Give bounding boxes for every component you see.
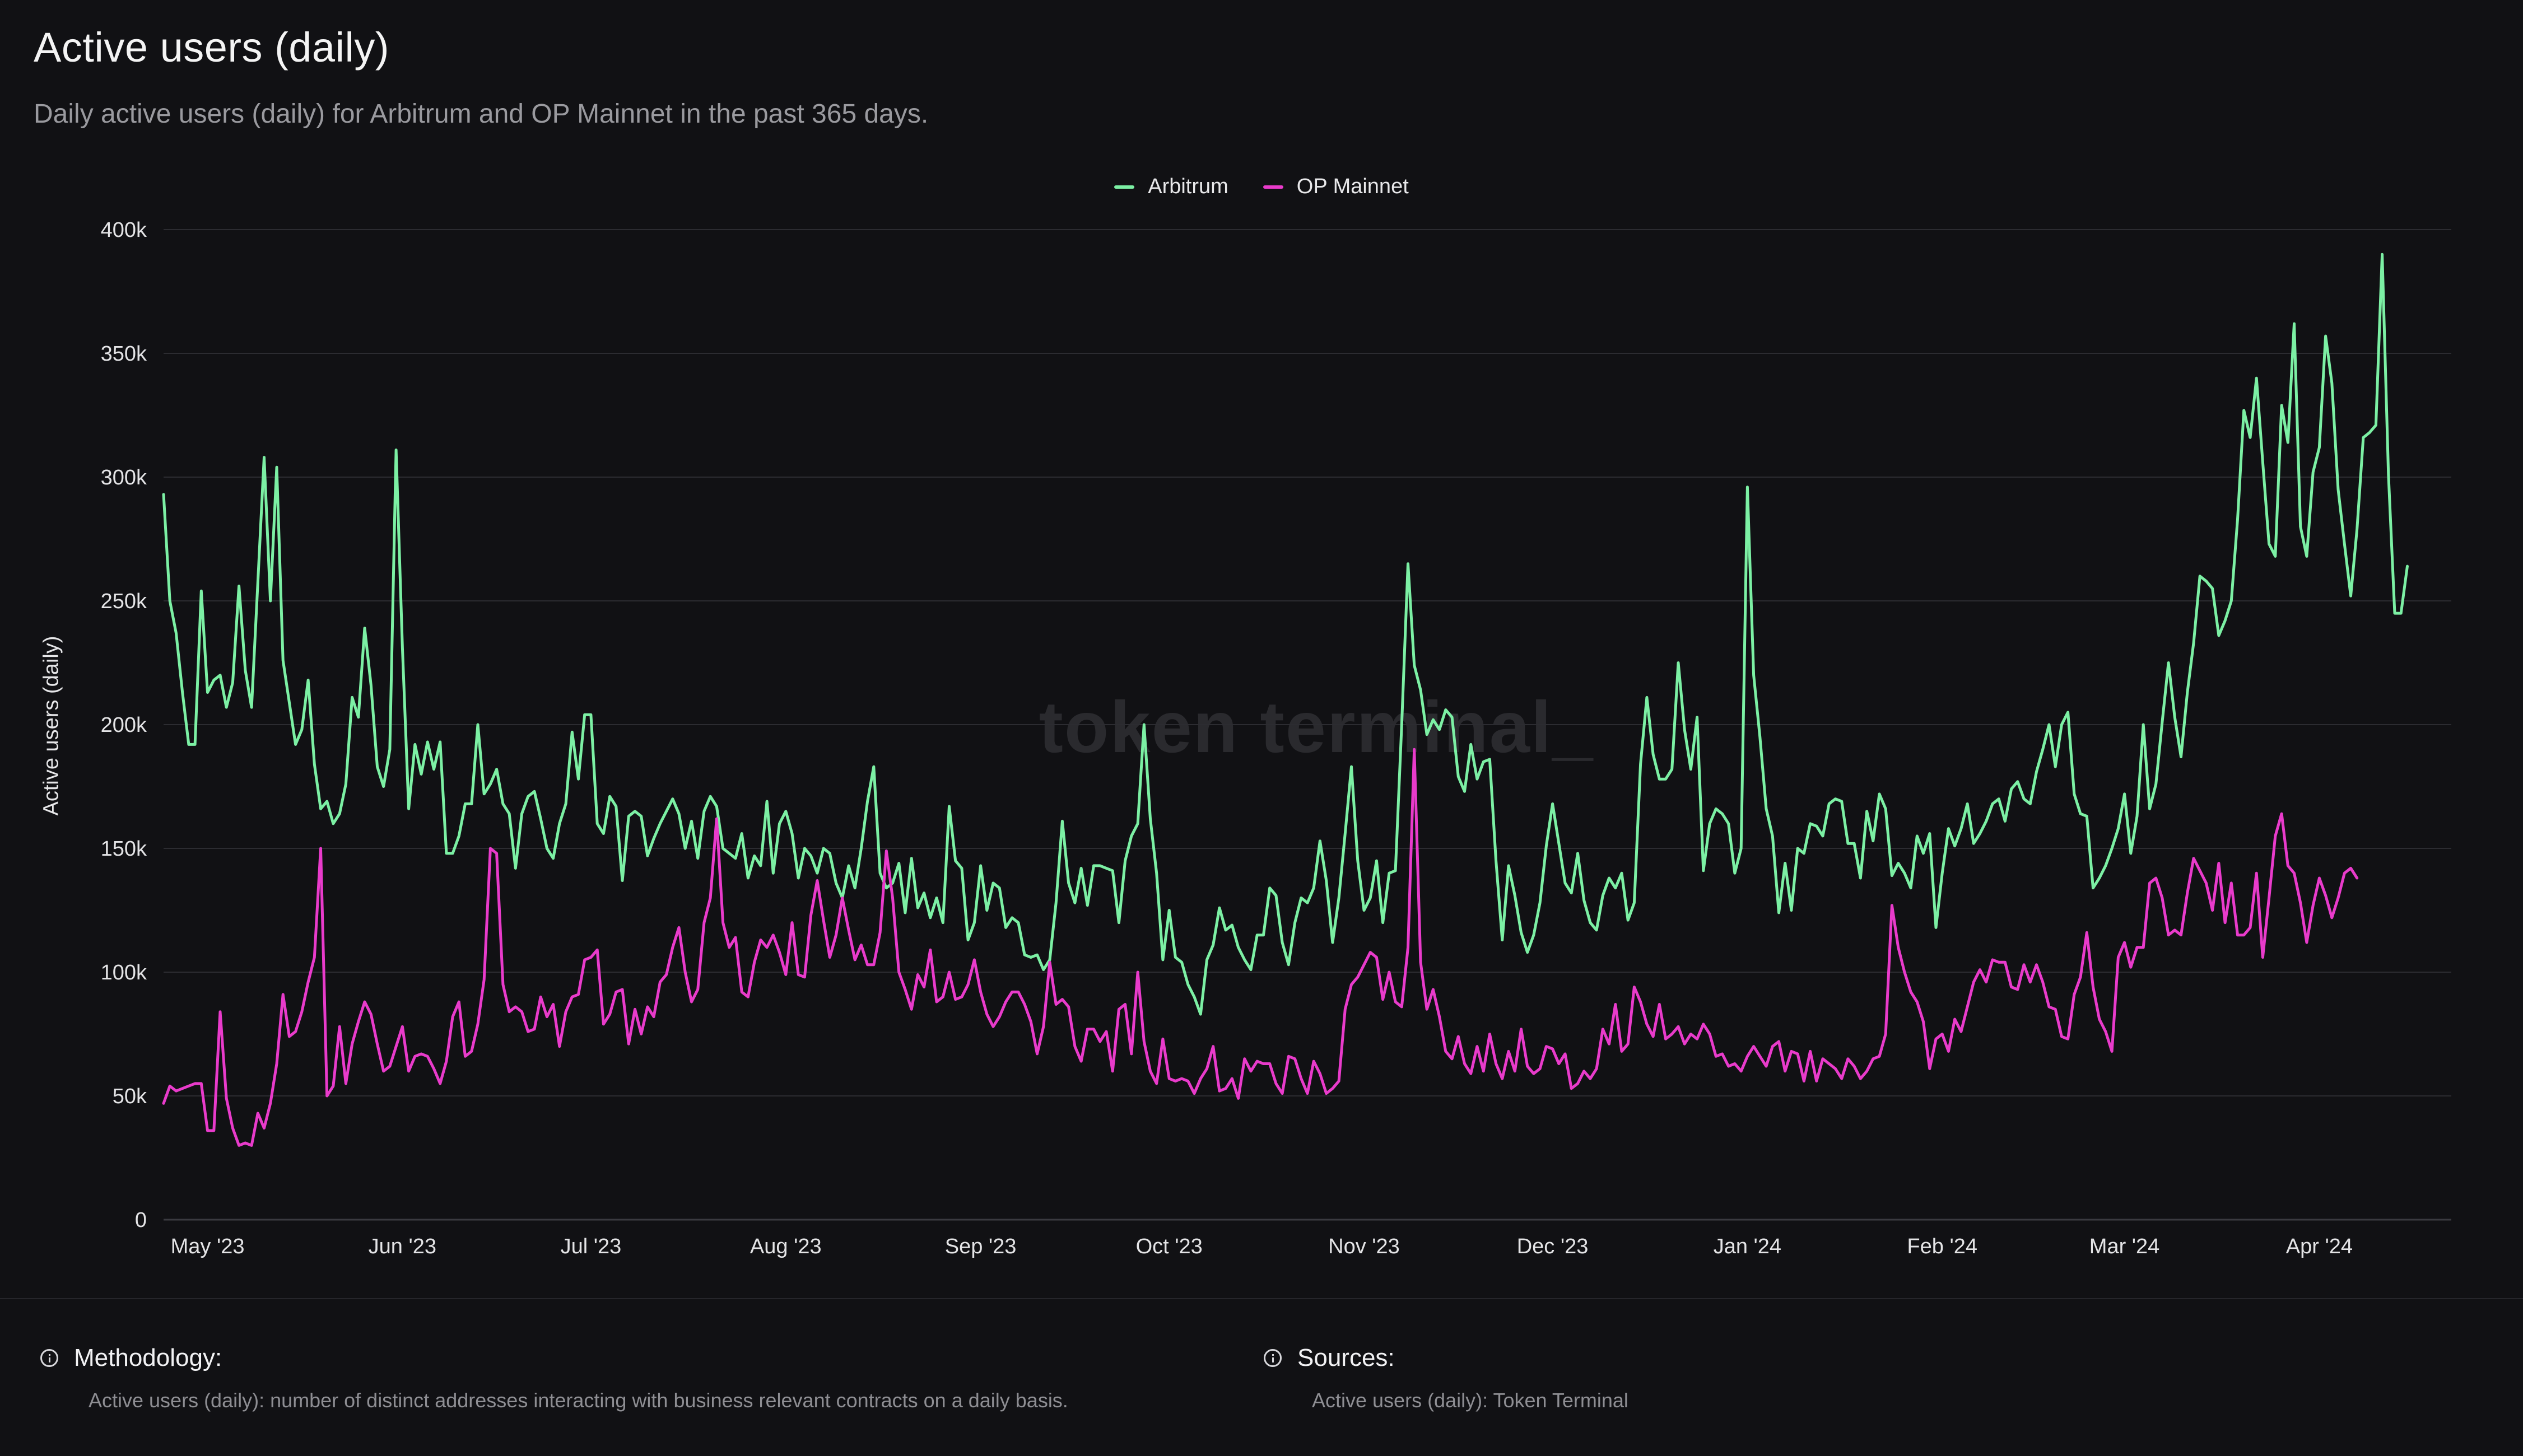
x-tick-label: Mar '24	[2089, 1235, 2160, 1258]
series-lines	[162, 253, 2409, 1147]
y-tick-label: 250k	[101, 590, 147, 613]
legend-swatch-op-mainnet	[1263, 185, 1283, 189]
sources-title: Sources:	[1297, 1344, 1395, 1371]
chart-legend: Arbitrum OP Mainnet	[0, 175, 2523, 199]
legend-item-arbitrum[interactable]: Arbitrum	[1114, 175, 1228, 199]
x-tick-label: Apr '24	[2286, 1235, 2353, 1258]
info-icon[interactable]	[40, 1349, 58, 1367]
y-tick-label: 350k	[101, 342, 147, 366]
legend-item-op-mainnet[interactable]: OP Mainnet	[1263, 175, 1409, 199]
y-tick-label: 400k	[101, 218, 147, 242]
legend-label-op-mainnet: OP Mainnet	[1296, 175, 1409, 198]
methodology-text: Active users (daily): number of distinct…	[89, 1389, 1068, 1412]
x-tick-labels: May '23 Jun '23 Jul '23 Aug '23 Sep '23 Oct '…	[171, 1235, 2353, 1258]
series-line-op-mainnet[interactable]	[162, 748, 2359, 1147]
x-tick-label: Nov '23	[1328, 1235, 1400, 1258]
chart-title: Active users (daily)	[34, 24, 390, 71]
y-tick-label: 0	[135, 1208, 147, 1232]
sources-section: Sources: Active users (daily): Token Ter…	[1264, 1344, 1628, 1412]
sources-text: Active users (daily): Token Terminal	[1312, 1389, 1628, 1412]
y-tick-label: 100k	[101, 961, 147, 984]
grid-lines	[164, 229, 2451, 1221]
line-chart: 0 50k 100k 150k 200k 250k 300k 350k 400k May '23…	[101, 218, 2451, 1258]
x-tick-label: Jul '23	[561, 1235, 622, 1258]
series-line-arbitrum[interactable]	[162, 253, 2409, 1016]
footer-divider	[0, 1298, 2523, 1299]
y-tick-label: 200k	[101, 713, 147, 737]
y-tick-label: 50k	[113, 1085, 147, 1108]
y-tick-labels: 0 50k 100k 150k 200k 250k 300k 350k 400k	[101, 218, 147, 1232]
chart-subtitle: Daily active users (daily) for Arbitrum …	[34, 99, 929, 129]
legend-swatch-arbitrum	[1114, 185, 1135, 189]
methodology-section: Methodology: Active users (daily): numbe…	[40, 1344, 1068, 1412]
x-tick-label: May '23	[171, 1235, 245, 1258]
legend-label-arbitrum: Arbitrum	[1148, 175, 1228, 198]
y-tick-label: 150k	[101, 837, 147, 861]
info-icon[interactable]	[1264, 1349, 1282, 1367]
y-tick-label: 300k	[101, 466, 147, 489]
x-tick-label: Sep '23	[945, 1235, 1017, 1258]
x-tick-label: Dec '23	[1517, 1235, 1589, 1258]
x-tick-label: Aug '23	[750, 1235, 822, 1258]
x-tick-label: Feb '24	[1907, 1235, 1977, 1258]
methodology-title: Methodology:	[74, 1344, 222, 1371]
x-tick-label: Jan '24	[1714, 1235, 1781, 1258]
x-tick-label: Oct '23	[1136, 1235, 1203, 1258]
x-tick-label: Jun '23	[369, 1235, 436, 1258]
